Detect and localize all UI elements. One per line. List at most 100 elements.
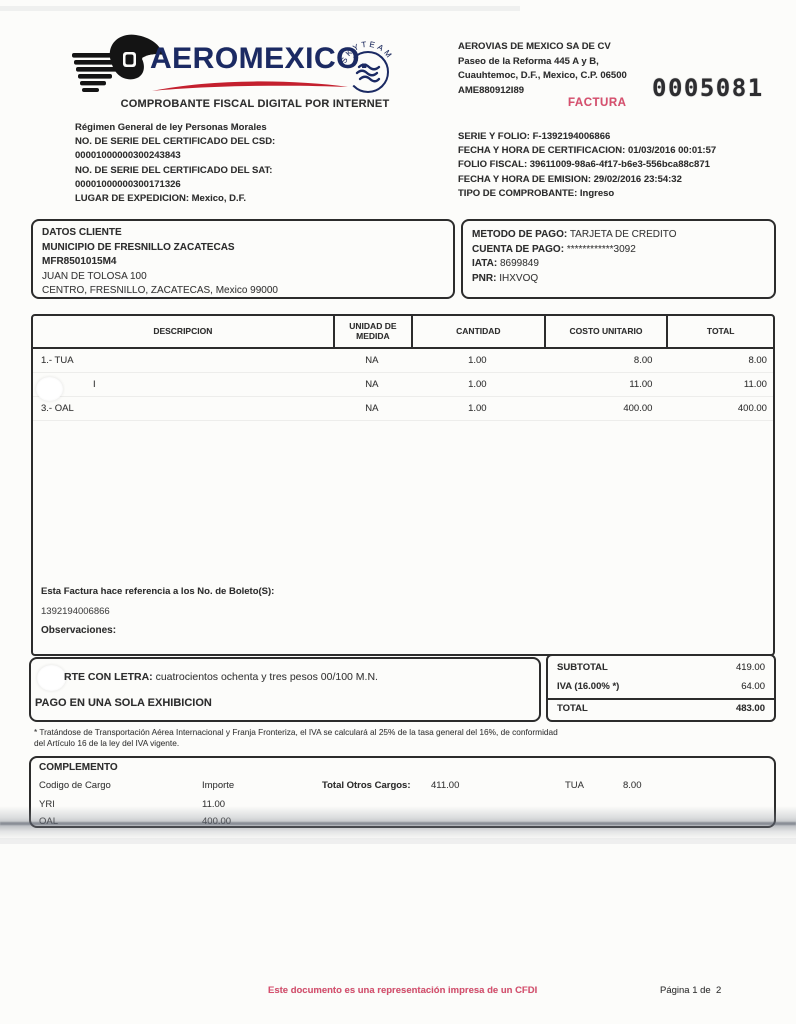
table-row: 3.- OAL NA 1.00 400.00 400.00 [33,397,773,421]
cargo-row-importe: 11.00 [202,799,226,810]
fecha-certificacion: FECHA Y HORA DE CERTIFICACION: 01/03/201… [458,145,717,157]
row2-descripcion: I [93,379,96,390]
importe-label: Importe [202,780,235,791]
csd-value: 00001000000300243843 [75,150,181,162]
pnr-value: IHXVOQ [499,272,539,284]
metodo-pago-label: METODO DE PAGO: [472,229,568,240]
tua-value: 8.00 [623,780,642,791]
client-box: DATOS CLIENTE MUNICIPIO DE FRESNILLO ZAC… [31,219,455,299]
iva-row: IVA (16.00% *) 64.00 [548,681,774,692]
cargo-row-codigo: YRI [39,799,55,810]
issuer-rfc: AME880912I89 [458,84,525,96]
ticket-reference-block: Esta Factura hace referencia a los No. d… [41,586,274,636]
total-label: TOTAL [557,703,588,714]
lugar-expedicion: LUGAR DE EXPEDICION: Mexico, D.F. [75,193,247,205]
cargo-row-importe: 400.00 [202,816,232,827]
col-header-cantidad: CANTIDAD [411,316,543,347]
whiteout-mark [36,377,63,401]
csd-label: NO. DE SERIE DEL CERTIFICADO DEL CSD: [75,136,276,148]
client-address2: CENTRO, FRESNILLO, ZACATECAS, Mexico 990… [42,285,278,297]
iva-label: IVA (16.00% *) [557,681,620,692]
client-name: MUNICIPIO DE FRESNILLO ZACATECAS [42,241,235,253]
aeromexico-eagle-icon [72,33,168,97]
col-header-total: TOTAL [666,316,773,347]
row2-descripcion-cell: I [33,377,333,401]
row2-cantidad: 1.00 [468,379,487,390]
items-table: DESCRIPCION UNIDAD DE MEDIDA CANTIDAD CO… [31,314,775,656]
row3-descripcion: 3.- OAL [41,403,74,414]
fiscal-right-block: SERIE Y FOLIO: F-1392194006866 FECHA Y H… [458,130,716,201]
row3-cantidad: 1.00 [468,403,487,414]
otros-cargos-value: 411.00 [431,780,460,791]
client-title: DATOS CLIENTE [42,227,122,238]
amount-words-text: cuatrocientos ochenta y tres pesos 00/10… [152,671,378,683]
observaciones-label: Observaciones: [41,625,117,636]
subtotal-value: 419.00 [735,662,765,673]
row1-descripcion: 1.- TUA [41,355,74,366]
issuer-block: AEROVIAS DE MEXICO SA DE CV Paseo de la … [458,40,718,98]
row2-total: 11.00 [743,379,767,390]
subtotal-row: SUBTOTAL 419.00 [548,662,774,673]
cuenta-pago-line: CUENTA DE PAGO: ************3092 [472,243,774,258]
fiscal-left-block: Régimen General de ley Personas Morales … [75,121,275,206]
brand-swoosh-icon [150,78,350,94]
metodo-pago-value: TARJETA DE CREDITO [569,229,677,240]
cargo-row-codigo: OAL [39,816,59,827]
col-header-costo: COSTO UNITARIO [543,316,667,347]
ticket-reference-label: Esta Factura hace referencia a los No. d… [41,586,275,597]
total-value: 483.00 [735,703,765,714]
issuer-address1: Paseo de la Reforma 445 A y B, [458,55,599,67]
serie-folio: SERIE Y FOLIO: F-1392194006866 [458,131,611,142]
amount-words-line: RTE CON LETRA: cuatrocientos ochenta y t… [64,671,378,683]
sat-label: NO. DE SERIE DEL CERTIFICADO DEL SAT: [75,164,273,176]
amount-words-box: RTE CON LETRA: cuatrocientos ochenta y t… [29,657,541,722]
pnr-label: PNR: [472,272,497,284]
iata-value: 8699849 [499,258,539,270]
col-header-unidad: UNIDAD DE MEDIDA [332,316,411,347]
totals-box: SUBTOTAL 419.00 IVA (16.00% *) 64.00 TOT… [546,654,776,722]
payment-terms: PAGO EN UNA SOLA EXHIBICION [35,697,212,709]
skyteam-logo-icon: SKYTEAM [336,34,400,98]
stamp-folio-number: 0005081 [652,74,764,102]
scan-streak [0,6,520,11]
whiteout-mark [37,665,66,691]
total-row: TOTAL 483.00 [548,698,774,714]
otros-cargos-label: Total Otros Cargos: [322,780,411,791]
row3-costo: 400.00 [623,403,653,414]
cuenta-pago-value: ************3092 [566,243,636,255]
amount-words-label: RTE CON LETRA: [64,671,153,683]
pnr-line: PNR: IHXVOQ [472,272,774,287]
row1-unidad: NA [365,355,379,366]
table-row: 1.- TUA NA 1.00 8.00 8.00 [33,349,773,373]
tipo-comprobante: TIPO DE COMPROBANTE: Ingreso [458,187,615,199]
complemento-box: COMPLEMENTO Codigo de Cargo Importe Tota… [29,756,776,828]
payment-box: METODO DE PAGO: TARJETA DE CREDITO CUENT… [461,219,776,299]
tua-label: TUA [565,780,584,791]
scan-band-light [0,838,796,844]
row2-unidad: NA [365,379,379,390]
issuer-address2: Cuauhtemoc, D.F., Mexico, C.P. 06500 [458,70,627,81]
issuer-name: AEROVIAS DE MEXICO SA DE CV [458,41,611,52]
footer-note: Este documento es una representación imp… [268,985,538,996]
row1-total: 8.00 [748,355,767,366]
codigo-cargo-label: Codigo de Cargo [39,780,111,791]
brand-wordmark: AEROMEXICO. [150,42,369,75]
ticket-reference-value: 1392194006866 [41,606,110,617]
row3-total: 400.00 [737,403,767,414]
iva-value: 64.00 [741,681,765,692]
row2-costo: 11.00 [629,379,653,390]
iata-line: IATA: 8699849 [472,257,774,272]
client-rfc: MFR8501015M4 [42,256,117,268]
items-table-header: DESCRIPCION UNIDAD DE MEDIDA CANTIDAD CO… [33,316,773,349]
row3-unidad: NA [365,403,379,414]
fecha-emision: FECHA Y HORA DE EMISION: 29/02/2016 23:5… [458,173,682,185]
table-row: I NA 1.00 11.00 11.00 [33,373,773,401]
page-number: Página 1 de 2 [660,985,722,996]
subtotal-label: SUBTOTAL [557,662,608,673]
document-subtitle: COMPROBANTE FISCAL DIGITAL POR INTERNET [120,98,390,110]
row1-costo: 8.00 [633,355,653,366]
sat-value: 00001000000300171326 [75,178,181,190]
col-header-descripcion: DESCRIPCION [153,325,213,336]
iva-footnote: * Tratándose de Transportación Aérea Int… [34,727,558,748]
